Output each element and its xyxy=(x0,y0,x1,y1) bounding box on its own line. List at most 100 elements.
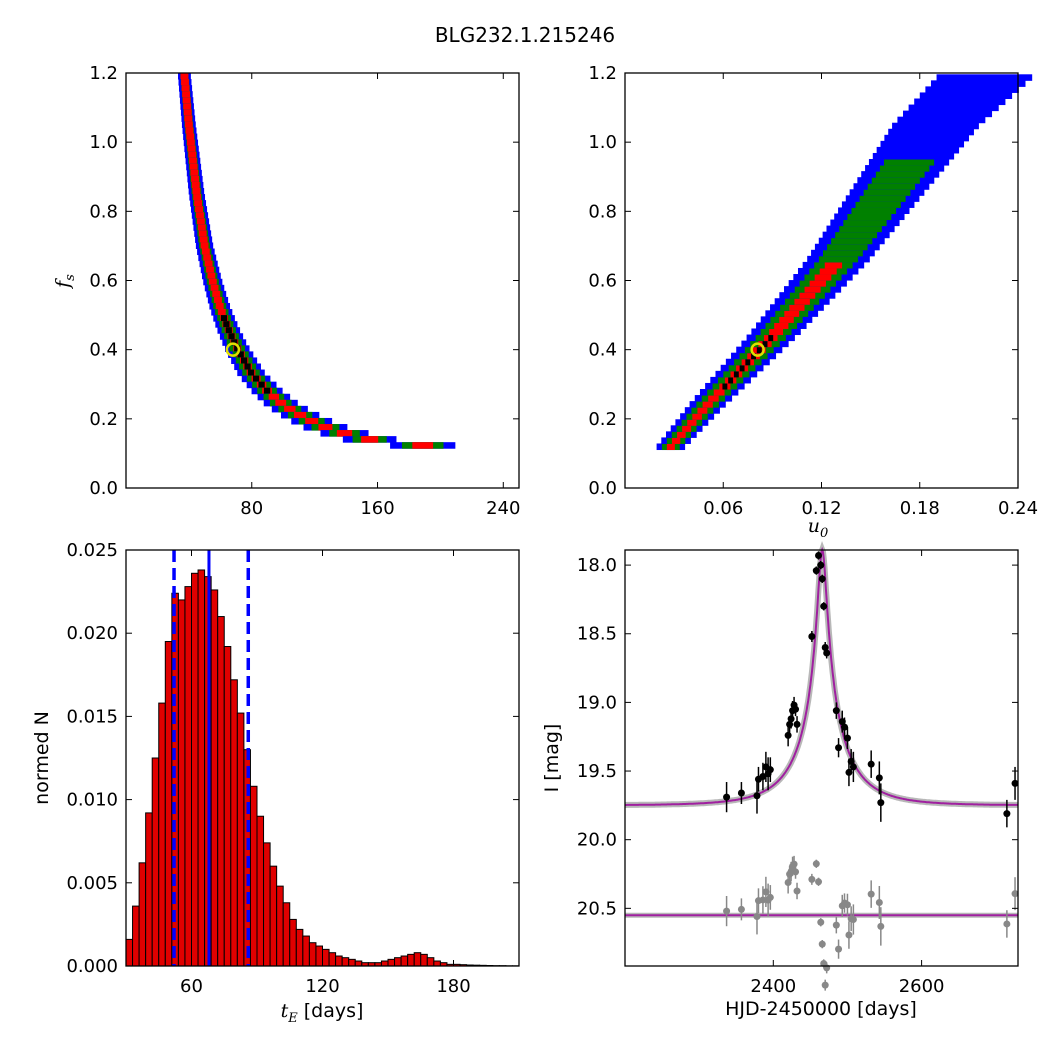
heatmap-cell xyxy=(206,266,214,274)
heatmap-cell xyxy=(275,399,287,407)
heatmap-cell-core xyxy=(733,370,739,378)
heatmap-cell xyxy=(294,411,307,419)
heatmap-cell xyxy=(876,146,960,154)
heatmap-cell xyxy=(875,171,925,178)
data-point xyxy=(835,744,843,752)
heatmap-cell xyxy=(789,304,805,311)
data-point xyxy=(723,793,731,801)
residual-point xyxy=(821,981,829,989)
heatmap-cell xyxy=(201,248,210,256)
data-point xyxy=(1011,779,1019,787)
br-lightcurve xyxy=(625,540,1019,991)
heatmap-cell xyxy=(831,237,873,245)
best-fit-marker xyxy=(750,342,765,357)
histogram-bar xyxy=(256,815,265,967)
y-tick-label: 0.6 xyxy=(588,271,617,292)
y-tick-label: 0.010 xyxy=(66,790,118,811)
histogram-bar xyxy=(158,702,166,967)
heatmap-cell xyxy=(412,442,434,449)
y-tick-label: 1.2 xyxy=(588,63,617,84)
heatmap-cell xyxy=(195,206,203,213)
residual-point xyxy=(1003,920,1011,928)
residual-point xyxy=(812,860,820,868)
y-tick-label: 0.8 xyxy=(89,201,118,222)
data-point xyxy=(737,789,745,797)
residual-point xyxy=(817,918,825,926)
heatmap-cell xyxy=(687,419,697,426)
heatmap-cell xyxy=(871,177,920,184)
data-point xyxy=(832,707,840,715)
histogram-bar xyxy=(394,957,402,967)
x-tick-label: 240 xyxy=(486,498,520,519)
residual-point xyxy=(815,878,823,886)
histogram-bar xyxy=(380,960,389,967)
heatmap-cell xyxy=(204,260,213,268)
histogram-bar xyxy=(236,712,245,967)
br-xlabel: HJD-2450000 [days] xyxy=(725,998,917,1020)
x-tick-label: 0.24 xyxy=(998,498,1038,519)
heatmap-cell-core xyxy=(228,333,235,340)
heatmap-cell xyxy=(914,98,1006,106)
heatmap-cell xyxy=(182,91,191,98)
y-tick-label: 1.0 xyxy=(89,132,118,153)
data-point xyxy=(753,792,761,800)
data-point xyxy=(820,602,828,610)
heatmap-cell xyxy=(318,424,333,431)
y-tick-label: 0.2 xyxy=(89,409,118,430)
residual-point xyxy=(766,893,774,901)
heatmap-cell xyxy=(196,212,204,219)
heatmap-cell-core xyxy=(252,375,260,383)
y-tick-label: 0.4 xyxy=(89,340,118,361)
heatmap-cell xyxy=(824,261,843,269)
y-tick-label: 18.5 xyxy=(577,624,617,645)
histogram-bar xyxy=(132,905,140,967)
residual-point xyxy=(759,896,767,904)
data-point xyxy=(808,632,816,640)
heatmap-cell xyxy=(888,128,974,136)
tr-xlabel: u0 xyxy=(808,515,829,541)
data-point xyxy=(875,774,883,782)
residual-point xyxy=(875,898,883,906)
tl-ylabel: fs xyxy=(52,274,78,290)
data-point xyxy=(823,649,831,657)
histogram-bar xyxy=(230,679,238,967)
heatmap-cell xyxy=(196,218,205,225)
data-point xyxy=(784,731,792,739)
heatmap-cell xyxy=(361,436,379,443)
heatmap-cell xyxy=(847,213,892,221)
heatmap-cell xyxy=(919,92,1013,100)
br-frame xyxy=(624,549,1019,967)
heatmap-cell xyxy=(215,302,224,310)
heatmap-cell xyxy=(671,437,681,444)
x-tick-label: 160 xyxy=(360,498,394,519)
heatmap-cell xyxy=(692,413,702,420)
y-tick-label: 0.005 xyxy=(66,873,118,894)
histogram-bar xyxy=(426,957,435,967)
histogram-bar xyxy=(191,572,199,967)
heatmap-cell xyxy=(208,278,217,286)
model-curve xyxy=(625,546,1019,806)
y-tick-label: 0.020 xyxy=(66,623,118,644)
heatmap-cell xyxy=(859,195,906,202)
x-tick-label: 0.06 xyxy=(703,498,743,519)
heatmap-cell xyxy=(819,267,837,275)
histogram-bar xyxy=(335,955,343,967)
x-tick-label: 60 xyxy=(180,976,203,997)
heatmap-cell xyxy=(936,74,1033,81)
residual-point xyxy=(792,868,800,876)
x-tick-label: 2400 xyxy=(750,976,796,997)
data-point xyxy=(787,715,795,723)
heatmap-cell-core xyxy=(751,352,756,360)
y-tick-label: 0.025 xyxy=(66,540,118,561)
tl-heatmap xyxy=(178,73,456,449)
heatmap-cell xyxy=(182,97,191,104)
heatmap-cell xyxy=(183,103,192,110)
heatmap-cell xyxy=(189,163,198,171)
histogram-bar xyxy=(348,958,356,967)
heatmap-cell xyxy=(217,309,226,316)
histogram-bar xyxy=(328,952,337,967)
residual-point xyxy=(793,887,801,895)
heatmap-cell xyxy=(903,110,993,118)
heatmap-cell xyxy=(191,175,199,183)
heatmap-cell xyxy=(880,140,965,148)
